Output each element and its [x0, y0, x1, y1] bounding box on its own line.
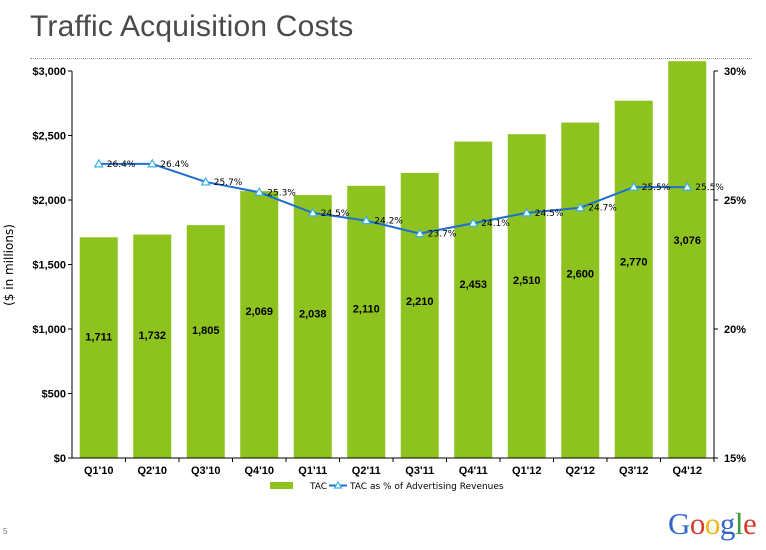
bar-value-label: 2,069 [245, 306, 273, 318]
line-value-label: 25.7% [214, 178, 243, 188]
y-right-tick-label: 20% [724, 324, 746, 336]
line-value-label: 24.5% [535, 209, 564, 219]
bar-value-label: 1,805 [192, 325, 220, 337]
line-layer: 26.4% 26.4% 25.7% 25.3% 24.5% 24.2% 23.7% 24.1%… [93, 158, 724, 240]
legend-label-tac: TAC [309, 482, 327, 492]
line-value-label: 26.4% [160, 160, 189, 170]
line-value-label: 24.7% [588, 204, 617, 214]
y-left-tick-label: $1,500 [32, 260, 66, 272]
x-tick-label: Q3'10 [191, 465, 221, 477]
line-pct-marker [361, 215, 372, 225]
y-left-tick-label: $1,000 [32, 324, 66, 336]
bar-tac [400, 172, 439, 458]
line-value-label: 24.2% [374, 217, 403, 227]
line-value-label: 24.1% [481, 219, 510, 229]
axes-layer: $0 $500 $1,000 $1,500 $2,000 $2,500 $3,000 15% 2… [32, 66, 746, 477]
logo-letter: G [668, 506, 690, 541]
x-tick-label: Q1'12 [512, 465, 542, 477]
x-tick-label: Q4'10 [244, 465, 274, 477]
line-pct-marker [254, 187, 265, 196]
y-left-tick-label: $0 [54, 453, 66, 465]
line-pct-marker [414, 228, 425, 238]
legend-marker-pct [333, 480, 343, 489]
bar-tac [561, 122, 600, 458]
x-tick-label: Q3'11 [405, 465, 434, 477]
line-pct-marker [628, 181, 639, 191]
bar-value-label: 2,453 [459, 279, 487, 291]
line-pct-marker [307, 207, 318, 217]
bar-labels-layer: 1,711 1,732 1,805 2,069 2,038 2,110 2,210 2,453… [85, 235, 701, 344]
bar-value-label: 1,711 [85, 332, 112, 344]
x-tick-label: Q2'11 [352, 465, 381, 477]
y-axis-title: ($ in millions) [2, 224, 16, 306]
x-tick-label: Q1'11 [298, 465, 327, 477]
logo-letter: o [689, 506, 706, 541]
bar-tac [133, 234, 172, 458]
bar-value-label: 1,732 [138, 330, 166, 342]
line-pct-marker [468, 218, 479, 227]
line-pct-marker [93, 158, 104, 168]
title-divider [30, 58, 752, 59]
line-pct [98, 162, 688, 235]
bar-tac [293, 195, 332, 458]
y-left-tick-label: $500 [42, 389, 66, 401]
line-value-label: 25.3% [267, 188, 296, 198]
line-value-label: 25.5% [695, 183, 724, 193]
logo-letter: e [743, 506, 757, 541]
x-tick-label: Q1'10 [84, 465, 114, 477]
legend: TAC TAC as % of Advertising Revenues [270, 480, 504, 492]
y-left-tick-label: $2,500 [32, 131, 66, 143]
x-tick-label: Q2'10 [137, 465, 167, 477]
bar-tac [240, 191, 279, 458]
line-value-label: 23.7% [428, 230, 457, 240]
bar-value-label: 2,770 [620, 256, 648, 268]
logo-letter: l [734, 506, 744, 541]
line-value-label: 25.5% [642, 183, 671, 193]
y-left-tick-label: $2,000 [32, 195, 66, 207]
bar-tac [79, 237, 118, 458]
bar-value-label: 2,110 [353, 303, 380, 315]
bar-value-label: 2,510 [513, 275, 541, 287]
bar-tac [454, 141, 493, 459]
line-pct-marker [147, 158, 158, 168]
logo-letter: g [719, 506, 736, 541]
logo-letter: o [704, 506, 721, 541]
x-tick-label: Q3'12 [619, 465, 649, 477]
legend-label-pct: TAC as % of Advertising Revenues [349, 482, 504, 492]
bar-value-label: 2,600 [566, 269, 594, 281]
bar-tac [668, 61, 707, 459]
x-tick-label: Q2'12 [565, 465, 595, 477]
line-value-label: 24.5% [321, 209, 350, 219]
line-value-label: 26.4% [107, 160, 136, 170]
bar-value-label: 2,038 [299, 308, 327, 320]
slide-title: Traffic Acquisition Costs [30, 10, 354, 43]
y-right-tick-label: 15% [724, 453, 746, 465]
bar-tac [347, 185, 386, 458]
google-logo: Google [668, 506, 757, 542]
bar-value-label: 2,210 [406, 296, 434, 308]
line-pct-marker [521, 207, 532, 217]
bar-tac [186, 225, 225, 458]
y-right-tick-label: 25% [724, 195, 746, 207]
y-right-tick-label: 30% [724, 66, 746, 78]
y-left-tick-label: $3,000 [32, 66, 66, 78]
line-pct-marker [682, 181, 693, 191]
bars-layer [79, 61, 707, 459]
bar-tac [614, 100, 653, 459]
line-pct-marker [575, 202, 586, 212]
bar-tac [507, 134, 546, 458]
x-tick-label: Q4'11 [459, 465, 488, 477]
line-pct-marker [200, 176, 211, 186]
x-tick-label: Q4'12 [672, 465, 702, 477]
bar-value-label: 3,076 [673, 235, 701, 247]
legend-swatch-tac [270, 482, 293, 489]
page-number: 5 [3, 527, 8, 536]
